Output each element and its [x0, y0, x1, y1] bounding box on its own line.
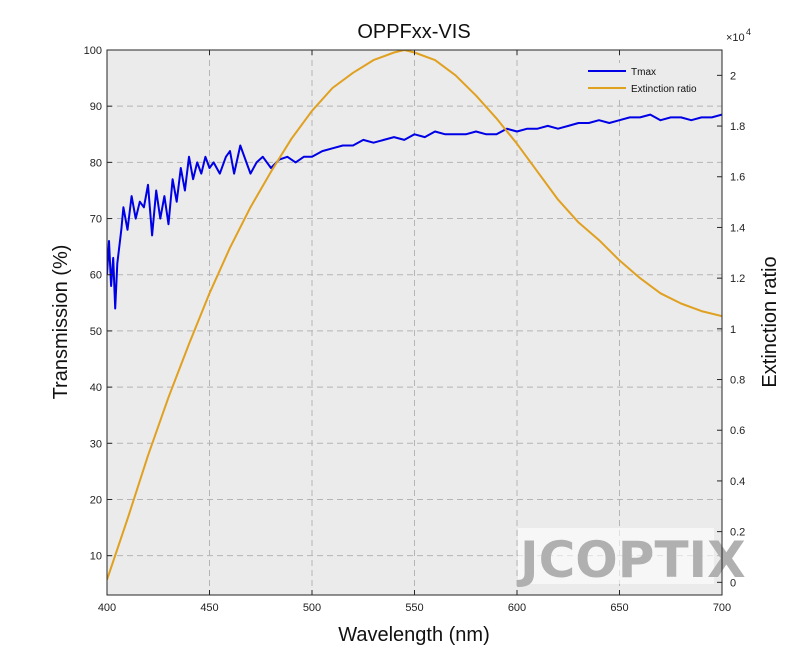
y-left-axis-title: Transmission (%): [50, 245, 72, 400]
x-tick-label: 400: [98, 602, 116, 614]
legend-box: [583, 63, 713, 96]
y-right-tick-label: 0.8: [730, 375, 745, 387]
y-right-tick-label: 1.4: [730, 222, 745, 234]
series-line-tmax: [107, 113, 722, 310]
ticks: 400 450 500 550 600 650 7001020304050607080901…: [84, 45, 746, 614]
y-right-tick-label: 1.2: [730, 273, 745, 285]
y-right-tick-label: 1.8: [730, 121, 745, 133]
y-right-tick-label: 0.2: [730, 527, 745, 539]
watermark-text: JCOPTIX: [517, 531, 746, 589]
y-right-tick-label: 0: [730, 577, 736, 589]
x-tick-label: 600: [508, 602, 526, 614]
x-tick-label: 500: [303, 602, 321, 614]
series-line-extinction-ratio: [107, 50, 722, 581]
y-left-tick-label: 50: [90, 326, 102, 338]
y-right-tick-label: 2: [730, 70, 736, 82]
y-right-tick-label: 0.4: [730, 476, 745, 488]
x-tick-label: 550: [405, 602, 423, 614]
series: [107, 50, 722, 581]
right-axis-multiplier: ×10: [726, 32, 745, 44]
y-left-tick-label: 40: [90, 382, 102, 394]
legend-label-tmax: Tmax: [631, 67, 656, 78]
y-left-tick-label: 10: [90, 551, 102, 563]
right-axis-exponent: 4: [746, 27, 751, 37]
y-left-tick-label: 60: [90, 270, 102, 282]
y-left-tick-label: 20: [90, 494, 102, 506]
grid: [107, 50, 722, 595]
y-left-tick-label: 30: [90, 438, 102, 450]
legend: Tmax Extinction ratio: [583, 63, 713, 96]
watermark: JCOPTIX: [517, 528, 746, 589]
y-right-tick-label: 1: [730, 324, 736, 336]
x-axis-title: Wavelength (nm): [338, 624, 490, 646]
x-tick-label: 650: [610, 602, 628, 614]
y-left-tick-label: 70: [90, 214, 102, 226]
watermark-bg: [518, 528, 714, 584]
y-right-axis-title: Extinction ratio: [759, 256, 781, 387]
x-tick-label: 450: [200, 602, 218, 614]
y-left-tick-label: 100: [84, 45, 102, 57]
y-right-tick-label: 1.6: [730, 172, 745, 184]
y-left-tick-label: 90: [90, 101, 102, 113]
legend-label-extinction-ratio: Extinction ratio: [631, 84, 697, 95]
y-left-tick-label: 80: [90, 157, 102, 169]
y-right-tick-label: 0.6: [730, 425, 745, 437]
chart-title: OPPFxx-VIS: [357, 21, 470, 43]
x-tick-label: 700: [713, 602, 731, 614]
